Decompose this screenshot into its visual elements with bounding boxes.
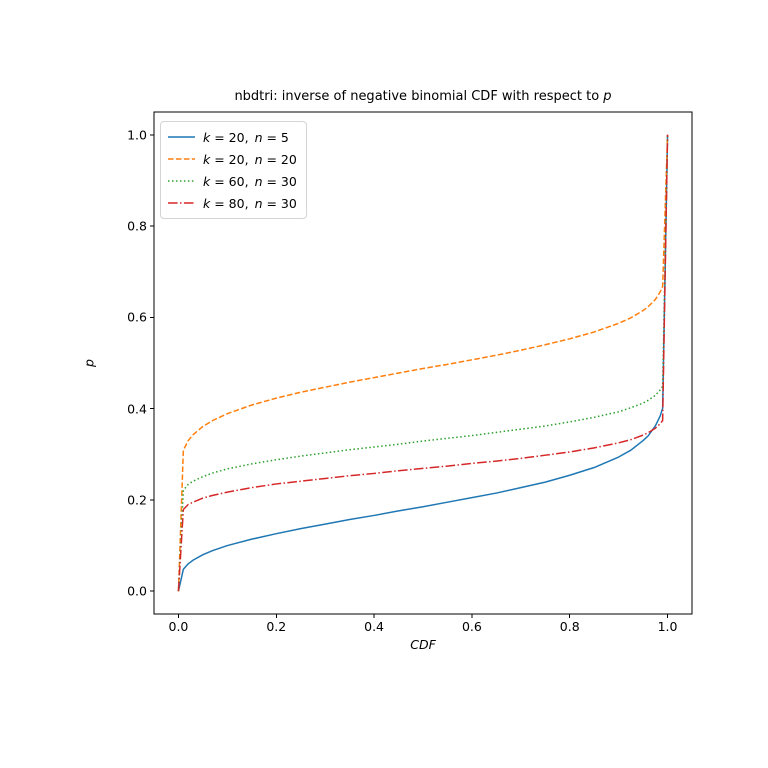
curve-1 [177,134,669,592]
legend-line-sample [168,158,195,160]
x-tick-label: 1.0 [657,619,678,634]
chart-title: nbdtri: inverse of negative binomial CDF… [154,89,692,104]
x-axis-label: CDF [410,637,436,652]
axes-frame [153,111,693,615]
legend-entry: k = 20, n = 5 [168,126,297,148]
curve-2 [177,134,669,592]
legend-entry: k = 60, n = 30 [168,170,297,192]
x-tick-label: 0.4 [364,619,385,634]
plot-area [150,111,693,618]
chart-title-text: nbdtri: inverse of negative binomial CDF… [234,89,604,104]
curve-0 [177,134,669,592]
legend: k = 20, n = 5 k = 20, n = 20 k = 60, n = 30 k … [160,121,307,219]
legend-line-sample [168,180,195,182]
legend-entry: k = 80, n = 30 [168,192,297,214]
y-tick-label: 0.2 [127,492,147,508]
legend-label: k = 20, n = 20 [203,151,297,167]
y-tick-label: 0.8 [127,218,147,234]
x-tick-label: 0.6 [461,619,482,634]
legend-entry: k = 20, n = 20 [168,148,297,170]
legend-line-sample [168,202,195,204]
x-tick-label: 0.0 [168,619,189,634]
y-tick-label: 1.0 [127,127,147,143]
x-tick-label: 0.8 [559,619,580,634]
chart-title-variable: p [603,89,612,104]
legend-line-sample [168,136,195,138]
legend-label: k = 60, n = 30 [203,173,297,189]
legend-label: k = 80, n = 30 [203,195,297,211]
curve-3 [177,134,669,592]
y-tick-label: 0.6 [127,309,147,325]
legend-label: k = 20, n = 5 [203,129,289,145]
y-tick-label: 0.0 [127,583,147,599]
y-axis-label: p [81,359,97,367]
x-tick-label: 0.2 [266,619,287,634]
y-tick-label: 0.4 [127,401,147,417]
